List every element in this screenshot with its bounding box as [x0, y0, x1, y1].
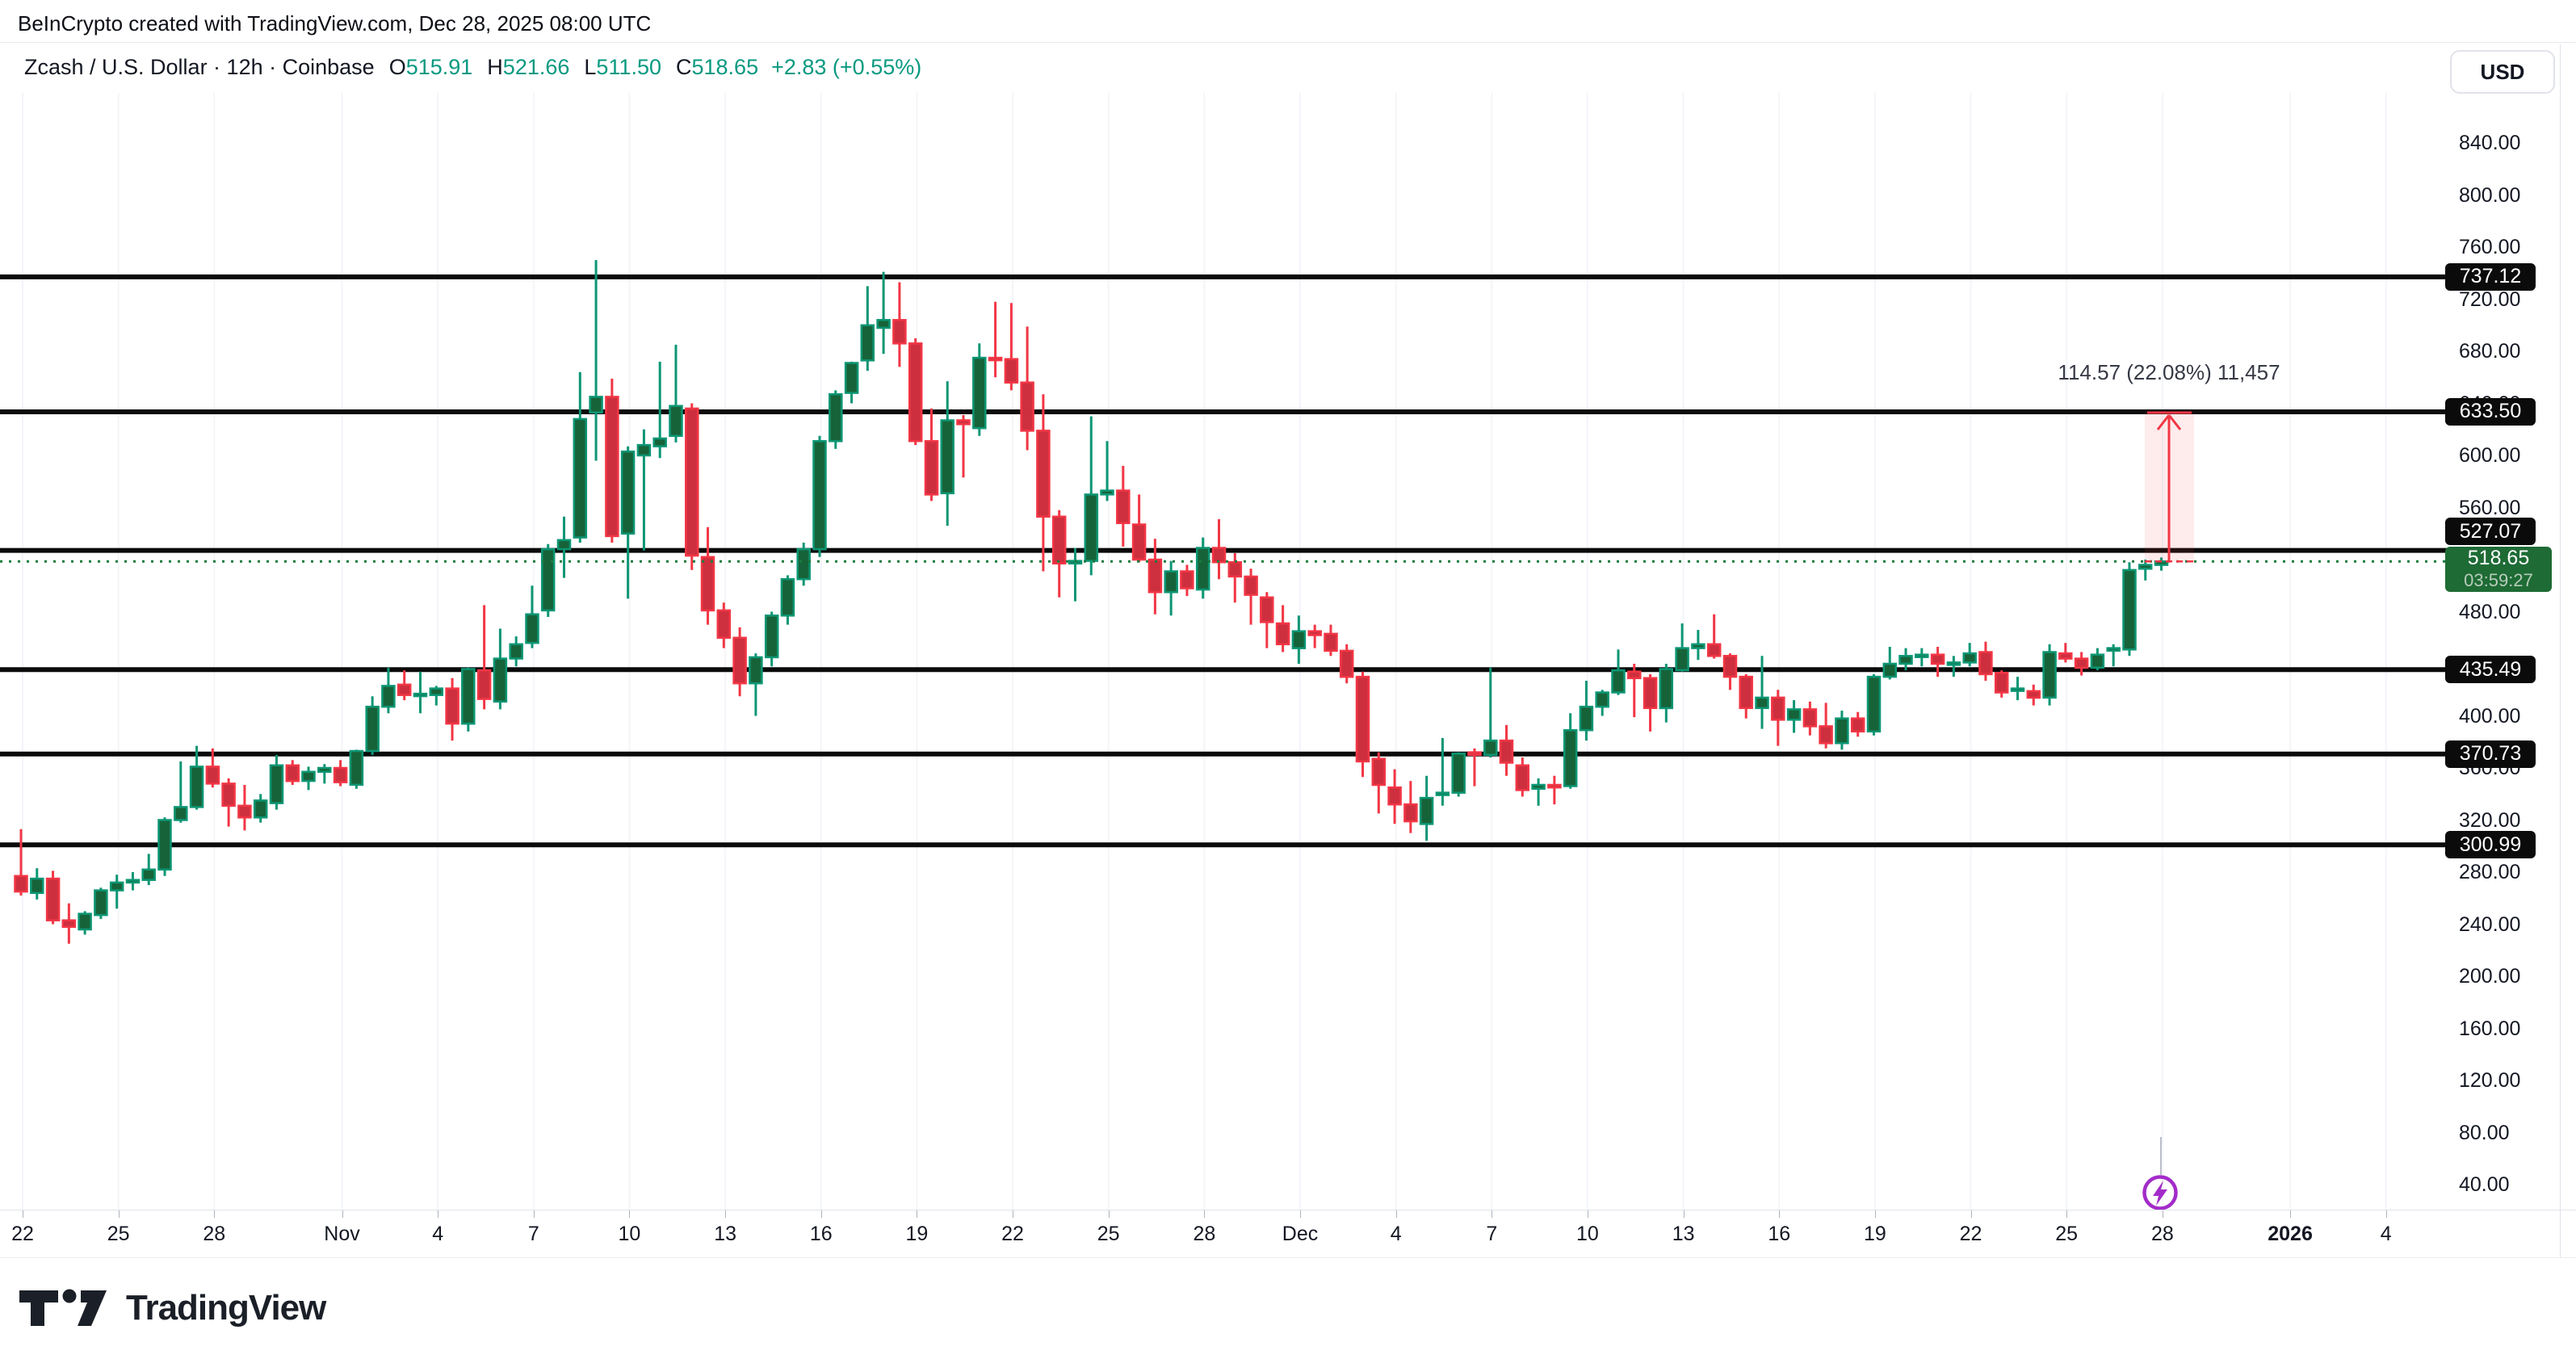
- time-axis-label: 22: [1959, 1223, 1982, 1245]
- price-tick-label: 760.00: [2459, 236, 2521, 258]
- time-tick: [2385, 1210, 2387, 1218]
- time-axis-label: 13: [714, 1223, 736, 1245]
- current-price-label: 518.65 03:59:27: [2445, 547, 2552, 593]
- time-axis-label: 22: [11, 1223, 34, 1245]
- time-axis-label: 4: [2380, 1223, 2392, 1245]
- price-tick-label: 80.00: [2459, 1121, 2510, 1144]
- bar-countdown: 03:59:27: [2464, 570, 2533, 591]
- time-tick: [2290, 1210, 2292, 1218]
- gridlines: [22, 93, 2387, 1210]
- time-axis-label: 25: [107, 1223, 130, 1245]
- ohlc-high: H521.66: [487, 55, 570, 79]
- projection-arrow[interactable]: [2145, 411, 2194, 563]
- level-price-label: 435.49: [2445, 656, 2536, 684]
- time-axis-label: 7: [527, 1223, 539, 1245]
- time-axis-label: 4: [432, 1223, 444, 1245]
- price-tick-label: 600.00: [2459, 444, 2521, 467]
- ohlc-close: C518.65: [676, 55, 759, 79]
- time-axis-label: 16: [1768, 1223, 1791, 1245]
- level-price-label: 633.50: [2445, 397, 2536, 426]
- ohlc-low: L511.50: [584, 55, 661, 79]
- brand-text: TradingView: [126, 1288, 326, 1328]
- time-axis-label: 4: [1390, 1223, 1402, 1245]
- current-price-value: 518.65: [2467, 547, 2530, 570]
- time-tick: [214, 1210, 216, 1218]
- time-axis-label: 10: [618, 1223, 641, 1245]
- time-tick: [1204, 1210, 1206, 1218]
- price-tick-label: 320.00: [2459, 808, 2521, 832]
- time-axis-label: 28: [1193, 1223, 1216, 1245]
- price-tick-label: 560.00: [2459, 496, 2521, 519]
- time-tick: [342, 1210, 343, 1218]
- time-tick: [118, 1210, 120, 1218]
- time-axis-label: 25: [1097, 1223, 1120, 1245]
- projection-annotation: 114.57 (22.08%) 11,457: [2058, 360, 2280, 384]
- time-axis-label: 16: [809, 1223, 833, 1245]
- time-axis-label: 19: [1863, 1223, 1886, 1245]
- time-axis-bottom-border: [0, 1257, 2576, 1258]
- ohlc-open: O515.91: [388, 55, 473, 79]
- price-tick-label: 400.00: [2459, 704, 2521, 728]
- time-axis-label: Nov: [324, 1223, 360, 1245]
- time-axis-label: 7: [1486, 1223, 1498, 1245]
- price-tick-label: 160.00: [2459, 1017, 2521, 1040]
- price-tick-label: 240.00: [2459, 912, 2521, 936]
- time-axis-label: 2026: [2268, 1223, 2313, 1245]
- time-axis-label: 25: [2055, 1223, 2079, 1245]
- price-tick-label: 800.00: [2459, 183, 2521, 207]
- level-price-label: 527.07: [2445, 518, 2536, 545]
- time-tick: [1779, 1210, 1781, 1218]
- level-price-label: 370.73: [2445, 740, 2536, 768]
- time-axis-label: 22: [1001, 1223, 1024, 1245]
- currency-toggle-button[interactable]: USD: [2450, 50, 2555, 94]
- price-tick-label: 480.00: [2459, 600, 2521, 623]
- time-axis-label: Dec: [1282, 1223, 1319, 1245]
- price-tick-label: 840.00: [2459, 132, 2521, 154]
- footer-brand[interactable]: TradingView: [18, 1286, 326, 1331]
- time-tick: [2066, 1210, 2068, 1218]
- price-tick-label: 120.00: [2459, 1069, 2521, 1092]
- tradingview-logo-icon: [19, 1289, 107, 1326]
- time-axis-label: 19: [905, 1223, 929, 1245]
- level-price-label: 737.12: [2445, 262, 2536, 291]
- price-change: +2.83 (+0.55%): [771, 55, 922, 79]
- price-tick-label: 720.00: [2459, 287, 2521, 311]
- price-tick-label: 680.00: [2459, 340, 2521, 363]
- time-tick: [533, 1210, 535, 1218]
- time-tick: [1108, 1210, 1110, 1218]
- time-tick: [1300, 1210, 1301, 1218]
- time-axis-label: 13: [1672, 1223, 1695, 1245]
- price-tick-label: 200.00: [2459, 965, 2521, 988]
- price-tick-label: 40.00: [2459, 1173, 2510, 1196]
- symbol-title: Zcash / U.S. Dollar · 12h · Coinbase: [24, 55, 375, 79]
- time-tick: [1970, 1210, 1972, 1218]
- watermark-note: BeInCrypto created with TradingView.com,…: [18, 11, 652, 36]
- level-price-label: 300.99: [2445, 831, 2536, 859]
- time-tick: [725, 1210, 727, 1218]
- price-tick-label: 280.00: [2459, 861, 2521, 883]
- price-axis-border: [2560, 44, 2561, 1257]
- time-axis-label: 10: [1576, 1223, 1599, 1245]
- time-tick: [1491, 1210, 1493, 1218]
- candles: [14, 260, 2169, 944]
- time-axis-label: 28: [2150, 1223, 2174, 1245]
- header-divider: [0, 42, 2576, 43]
- symbol-info-row: Zcash / U.S. Dollar · 12h · Coinbase O51…: [24, 55, 921, 80]
- time-tick: [1395, 1210, 1397, 1218]
- time-tick: [820, 1210, 822, 1218]
- time-tick: [1874, 1210, 1876, 1218]
- time-axis-label: 28: [203, 1223, 226, 1245]
- lightning-icon[interactable]: [2142, 1137, 2178, 1210]
- time-tick: [629, 1210, 631, 1218]
